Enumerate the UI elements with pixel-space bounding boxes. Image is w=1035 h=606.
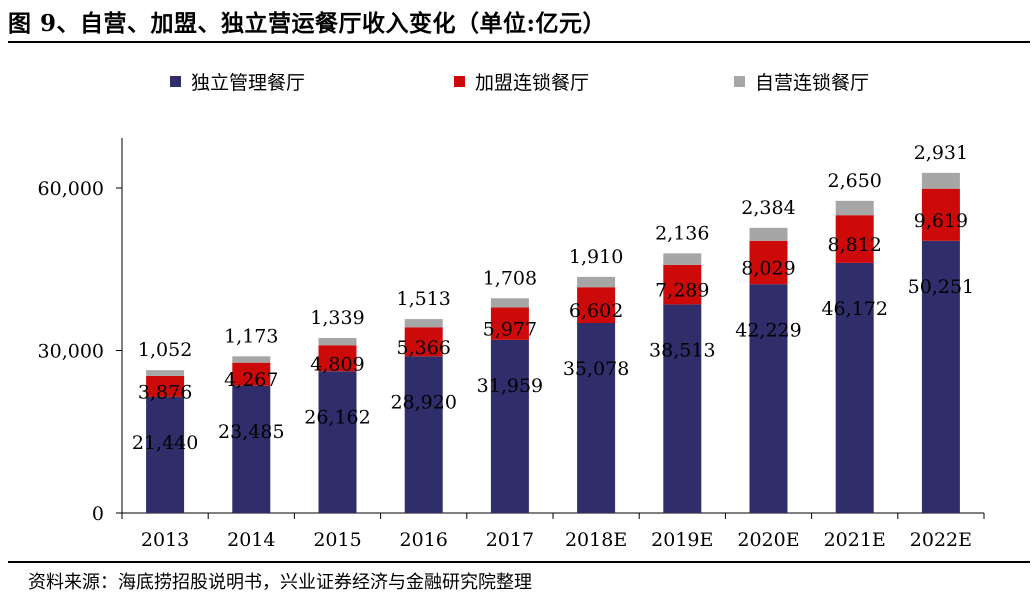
- data-label-franchise: 7,289: [655, 280, 709, 302]
- data-label-self: 1,173: [224, 325, 278, 347]
- x-tick-label: 2014: [227, 529, 275, 551]
- data-label-self: 2,650: [827, 170, 881, 192]
- bar-self: [921, 172, 960, 189]
- bar-franchise: [577, 287, 616, 323]
- data-label-self: 1,513: [396, 288, 450, 310]
- data-label-independent: 26,162: [304, 406, 370, 428]
- bar-independent: [749, 284, 788, 513]
- data-label-franchise: 4,809: [310, 353, 364, 375]
- data-label-independent: 31,959: [477, 375, 543, 397]
- data-label-independent: 38,513: [649, 339, 715, 361]
- data-label-self: 1,910: [569, 246, 623, 268]
- y-tick-label: 60,000: [38, 178, 104, 200]
- data-label-self: 2,384: [741, 197, 795, 219]
- bar-self: [232, 356, 271, 363]
- x-tick-label: 2021E: [824, 529, 886, 551]
- data-label-independent: 50,251: [908, 276, 974, 298]
- data-label-franchise: 5,366: [396, 337, 450, 359]
- bar-self: [318, 337, 357, 346]
- bar-franchise: [318, 345, 357, 372]
- x-tick-label: 2013: [141, 529, 189, 551]
- bar-independent: [404, 356, 443, 513]
- data-label-franchise: 3,876: [138, 381, 192, 403]
- bar-self: [749, 227, 788, 241]
- data-label-franchise: 5,977: [483, 319, 537, 341]
- y-tick-label: 0: [92, 503, 104, 525]
- data-label-self: 1,339: [310, 307, 364, 329]
- bar-independent: [146, 396, 185, 513]
- data-label-independent: 46,172: [821, 298, 887, 320]
- legend-label-self: 自营连锁餐厅: [755, 72, 870, 94]
- data-label-franchise: 9,619: [914, 210, 968, 232]
- source-rule: [8, 561, 1030, 563]
- legend-swatch-independent: [170, 76, 181, 87]
- bar-franchise: [835, 215, 874, 263]
- bar-self: [146, 370, 185, 376]
- data-label-franchise: 8,812: [827, 234, 881, 256]
- legend-item-independent: 独立管理餐厅: [170, 68, 305, 95]
- bar-self: [577, 276, 616, 288]
- bar-independent: [577, 322, 616, 513]
- x-tick-label: 2017: [486, 529, 534, 551]
- title-rule: [8, 41, 1030, 43]
- bar-franchise: [749, 240, 788, 285]
- bar-self: [404, 319, 443, 328]
- bar-franchise: [232, 362, 271, 386]
- source-note: 资料来源：海底捞招股说明书，兴业证券经济与金融研究院整理: [28, 572, 532, 593]
- data-label-franchise: 8,029: [741, 258, 795, 280]
- bar-independent: [318, 371, 357, 513]
- legend-swatch-franchise: [454, 76, 465, 87]
- bar-franchise: [404, 327, 443, 357]
- data-label-independent: 28,920: [390, 391, 456, 413]
- x-tick-label: 2018E: [565, 529, 627, 551]
- bar-independent: [921, 240, 960, 514]
- bar-franchise: [490, 307, 529, 340]
- bar-self: [490, 298, 529, 308]
- legend-label-franchise: 加盟连锁餐厅: [475, 72, 590, 94]
- y-tick-label: 30,000: [38, 341, 104, 363]
- data-label-self: 2,931: [914, 142, 968, 164]
- data-label-self: 1,708: [483, 267, 537, 289]
- data-label-independent: 21,440: [132, 432, 198, 454]
- bar-independent: [490, 339, 529, 513]
- x-tick-label: 2022E: [910, 529, 972, 551]
- legend-item-self: 自营连锁餐厅: [734, 68, 869, 95]
- bar-self: [835, 200, 874, 216]
- x-tick-label: 2019E: [651, 529, 713, 551]
- x-tick-label: 2016: [400, 529, 448, 551]
- data-label-independent: 35,078: [563, 358, 629, 380]
- bar-franchise: [146, 375, 185, 397]
- bar-franchise: [921, 188, 960, 241]
- x-tick-label: 2020E: [737, 529, 799, 551]
- legend-label-independent: 独立管理餐厅: [191, 72, 306, 94]
- data-label-self: 2,136: [655, 222, 709, 244]
- bar-self: [663, 253, 702, 265]
- legend-item-franchise: 加盟连锁餐厅: [454, 68, 589, 95]
- data-label-franchise: 4,267: [224, 369, 278, 391]
- data-label-self: 1,052: [138, 339, 192, 361]
- figure-title: 图 9、自营、加盟、独立营运餐厅收入变化（单位:亿元）: [8, 10, 607, 37]
- bar-independent: [663, 304, 702, 513]
- bar-independent: [232, 385, 271, 513]
- legend-swatch-self: [734, 76, 745, 87]
- x-tick-label: 2015: [313, 529, 361, 551]
- data-label-franchise: 6,602: [569, 300, 623, 322]
- data-label-independent: 23,485: [218, 421, 284, 443]
- data-label-independent: 42,229: [735, 319, 801, 341]
- bar-independent: [835, 262, 874, 513]
- bar-franchise: [663, 264, 702, 305]
